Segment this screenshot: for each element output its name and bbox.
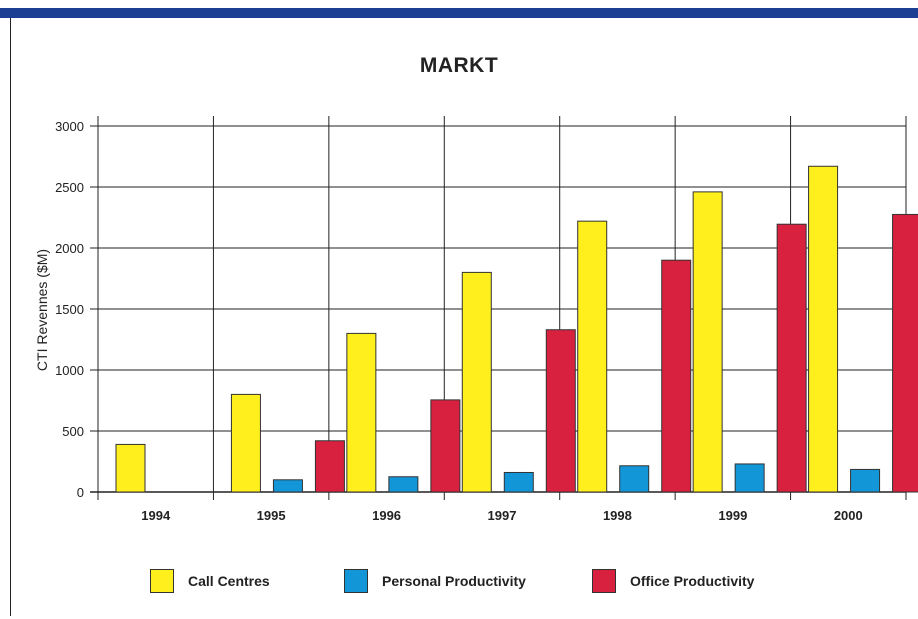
bar-call-centres-1997 xyxy=(461,271,492,493)
bar-personal-productivity-2000 xyxy=(850,468,881,493)
bar-call-centres-2000 xyxy=(808,165,839,493)
bar-personal-productivity-1998 xyxy=(619,465,650,493)
bar-call-centres-1994 xyxy=(115,443,146,493)
bar-office-productivity-1995 xyxy=(314,440,345,493)
y-tick-label: 0 xyxy=(77,485,84,500)
bar-call-centres-1996 xyxy=(346,332,377,493)
x-tick-label: 1995 xyxy=(257,508,286,523)
bar-office-productivity-1998 xyxy=(661,259,692,493)
legend-item: Personal Productivity xyxy=(344,568,526,594)
bar-personal-productivity-1997 xyxy=(503,471,534,493)
bar-call-centres-1998 xyxy=(577,220,608,493)
bar-office-productivity-2000 xyxy=(892,213,918,493)
x-tick-label: 1999 xyxy=(718,508,747,523)
bar-office-productivity-1996 xyxy=(430,399,461,493)
x-tick-label: 1994 xyxy=(141,508,171,523)
x-tick-label: 1996 xyxy=(372,508,401,523)
y-tick-label: 3000 xyxy=(55,119,84,134)
x-tick-label: 2000 xyxy=(834,508,863,523)
bar-personal-productivity-1999 xyxy=(734,463,765,493)
chart-title: MARKT xyxy=(419,54,499,77)
chart-frame xyxy=(10,18,916,616)
legend-label: Personal Productivity xyxy=(382,573,526,589)
y-tick-label: 2000 xyxy=(55,241,84,256)
bar-personal-productivity-1996 xyxy=(388,476,419,493)
y-tick-label: 2500 xyxy=(55,180,84,195)
y-tick-label: 1500 xyxy=(55,302,84,317)
bar-office-productivity-1999 xyxy=(776,223,807,493)
y-tick-label: 1000 xyxy=(55,363,84,378)
legend-item: Office Productivity xyxy=(592,568,754,594)
bar-call-centres-1999 xyxy=(692,191,723,493)
bar-personal-productivity-1995 xyxy=(272,479,303,493)
top-accent-bar xyxy=(0,8,918,18)
bar-call-centres-1995 xyxy=(230,393,261,493)
legend-swatch xyxy=(592,569,616,593)
y-tick-label: 500 xyxy=(62,424,84,439)
legend-label: Office Productivity xyxy=(630,573,755,589)
legend-label: Call Centres xyxy=(188,573,270,589)
legend-item: Call Centres xyxy=(150,568,270,594)
legend-swatch xyxy=(344,569,368,593)
x-tick-label: 1998 xyxy=(603,508,632,523)
legend-swatch xyxy=(150,569,174,593)
bar-office-productivity-1997 xyxy=(545,329,576,493)
x-tick-label: 1997 xyxy=(488,508,517,523)
